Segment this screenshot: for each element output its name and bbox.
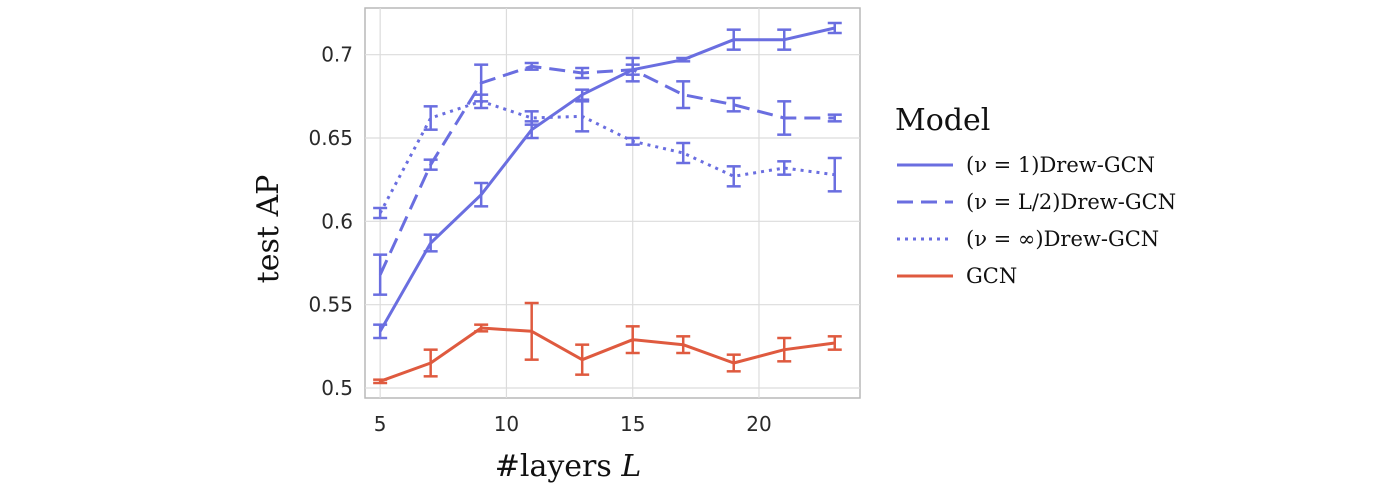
error-bar bbox=[827, 335, 842, 351]
error-bar bbox=[726, 28, 741, 51]
error-bar bbox=[575, 100, 590, 133]
error-bar bbox=[423, 105, 438, 131]
error-bar bbox=[625, 325, 640, 355]
error-bar bbox=[524, 61, 539, 71]
legend-title: Model bbox=[895, 103, 990, 138]
x-tick-label: 15 bbox=[620, 412, 645, 436]
error-bar bbox=[676, 335, 691, 355]
series-layer bbox=[373, 21, 842, 385]
legend-label: (ν = L/2)Drew-GCN bbox=[966, 190, 1176, 214]
plot-frame bbox=[364, 7, 861, 399]
y-tick-label: 0.65 bbox=[308, 126, 353, 150]
error-bar bbox=[676, 80, 691, 110]
error-bar bbox=[423, 233, 438, 253]
legend-item-2: (ν = L/2)Drew-GCN bbox=[897, 190, 1176, 214]
series-3 bbox=[373, 93, 842, 220]
series-1 bbox=[373, 21, 842, 340]
y-tick-label: 0.6 bbox=[321, 209, 353, 233]
error-bar bbox=[524, 301, 539, 361]
error-bar bbox=[575, 88, 590, 101]
y-axis: 0.5 0.55 0.6 0.65 0.7 bbox=[308, 43, 353, 400]
x-tick-label: 20 bbox=[746, 412, 771, 436]
error-bar bbox=[474, 323, 489, 333]
y-axis-title: test AP bbox=[251, 175, 286, 284]
x-tick-label: 10 bbox=[494, 412, 519, 436]
legend-item-1: (ν = 1)Drew-GCN bbox=[897, 153, 1155, 177]
legend: Model (ν = 1)Drew-GCN (ν = L/2)Drew-GCN (ν… bbox=[895, 103, 1176, 288]
series-2 bbox=[373, 56, 842, 296]
error-bar bbox=[625, 56, 640, 83]
y-tick-label: 0.55 bbox=[308, 293, 353, 317]
legend-item-4: GCN bbox=[897, 264, 1017, 288]
error-bar bbox=[726, 165, 741, 188]
error-bar bbox=[474, 93, 489, 110]
error-bar bbox=[423, 348, 438, 378]
error-bar bbox=[777, 28, 792, 51]
y-tick-label: 0.7 bbox=[321, 43, 353, 67]
error-bar bbox=[777, 160, 792, 176]
x-tick-label: 5 bbox=[374, 412, 387, 436]
legend-label: (ν = ∞)Drew-GCN bbox=[966, 227, 1159, 251]
error-bar bbox=[373, 206, 388, 220]
error-bar bbox=[777, 336, 792, 363]
error-bar bbox=[524, 110, 539, 126]
error-bar bbox=[373, 378, 388, 385]
x-axis-title: #layers L bbox=[495, 449, 642, 484]
error-bar bbox=[777, 100, 792, 136]
error-bar bbox=[423, 158, 438, 171]
series-line bbox=[379, 326, 835, 383]
error-bar bbox=[827, 21, 842, 35]
legend-label: GCN bbox=[966, 264, 1017, 288]
error-bar bbox=[676, 141, 691, 165]
series-line bbox=[378, 64, 835, 276]
plot-area bbox=[364, 7, 861, 399]
error-bar bbox=[827, 156, 842, 193]
series-line bbox=[378, 26, 836, 333]
error-bar bbox=[575, 66, 590, 80]
series-4 bbox=[373, 301, 842, 385]
legend-label: (ν = 1)Drew-GCN bbox=[966, 153, 1155, 177]
error-bar bbox=[373, 323, 388, 340]
y-tick-label: 0.5 bbox=[321, 376, 353, 400]
error-bar bbox=[726, 96, 741, 113]
error-bar bbox=[676, 56, 691, 63]
error-bar bbox=[625, 136, 640, 146]
error-bar bbox=[726, 353, 741, 373]
error-bar bbox=[474, 181, 489, 208]
legend-item-3: (ν = ∞)Drew-GCN bbox=[897, 227, 1159, 251]
error-bar bbox=[575, 343, 590, 376]
x-axis: 5 10 15 20 bbox=[374, 412, 772, 436]
error-bar bbox=[373, 253, 388, 296]
error-bar bbox=[827, 113, 842, 123]
